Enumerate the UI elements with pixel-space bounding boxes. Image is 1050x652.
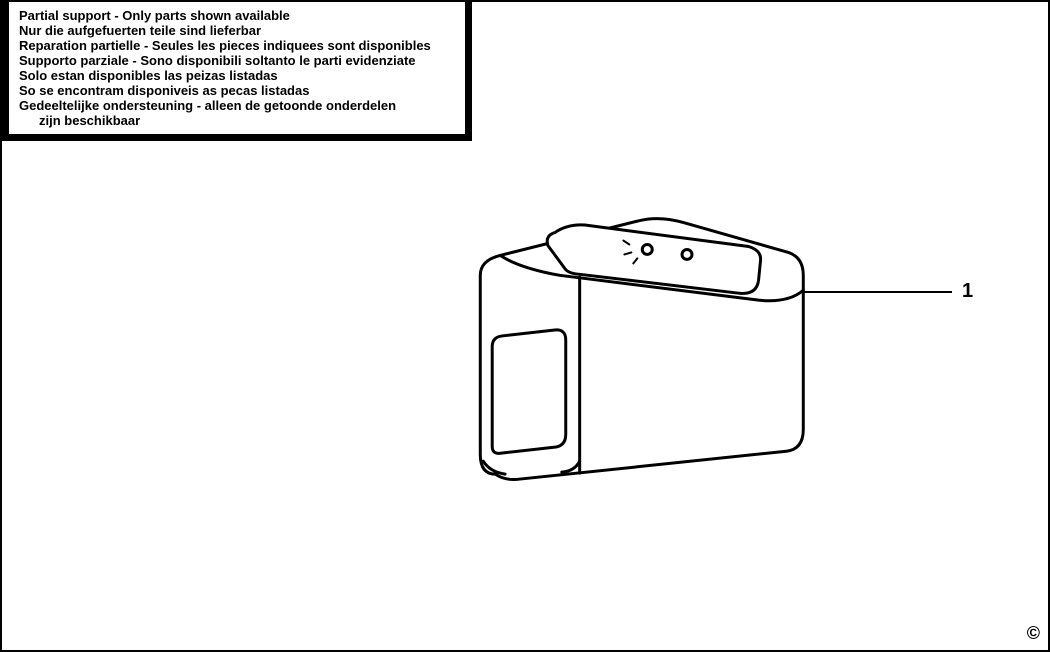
notice-line-nl-2: zijn beschikbaar xyxy=(19,113,457,128)
callout-1-leader xyxy=(802,291,952,293)
notice-line-de: Nur die aufgefuerten teile sind lieferba… xyxy=(19,23,457,38)
notice-line-en: Partial support - Only parts shown avail… xyxy=(19,8,457,23)
copyright-symbol: © xyxy=(1027,623,1040,644)
callout-1-label: 1 xyxy=(962,280,973,303)
partial-support-notice: Partial support - Only parts shown avail… xyxy=(2,2,472,141)
notice-line-it: Supporto parziale - Sono disponibili sol… xyxy=(19,53,457,68)
notice-line-fr: Reparation partielle - Seules les pieces… xyxy=(19,38,457,53)
parts-diagram-page: Partial support - Only parts shown avail… xyxy=(0,0,1050,652)
notice-line-pt: So se encontram disponiveis as pecas lis… xyxy=(19,83,457,98)
notice-line-es: Solo estan disponibles las peizas listad… xyxy=(19,68,457,83)
notice-line-nl-1: Gedeeltelijke ondersteuning - alleen de … xyxy=(19,98,457,113)
